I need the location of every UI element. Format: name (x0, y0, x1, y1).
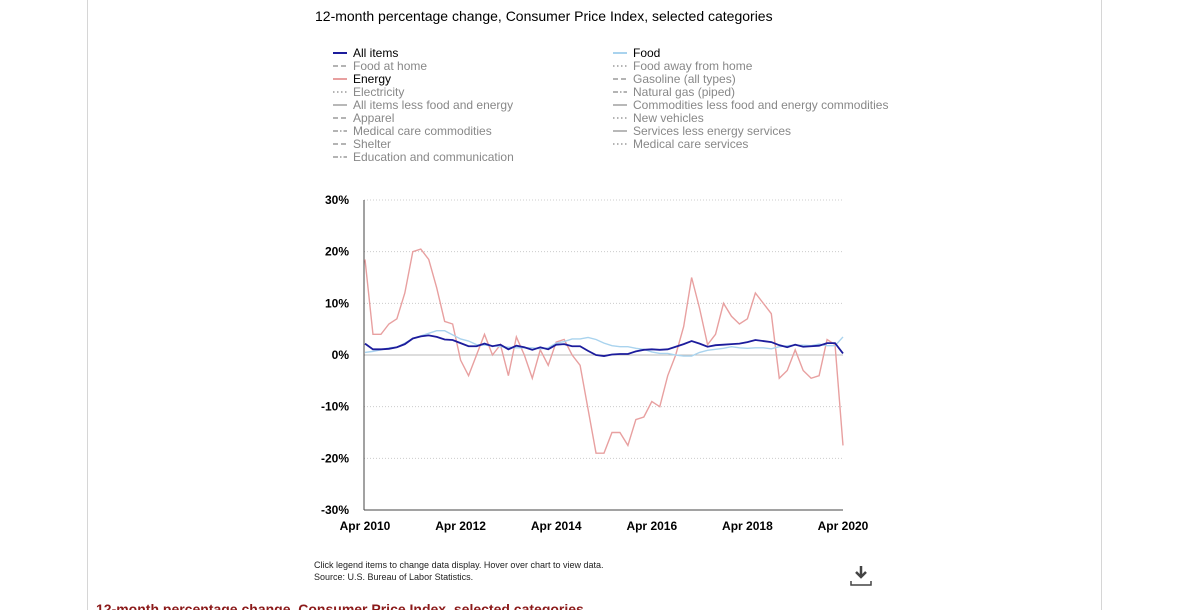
download-button[interactable] (848, 562, 874, 588)
next-section-title: 12-month percentage change, Consumer Pri… (96, 601, 584, 610)
legend-label[interactable]: Apparel (353, 111, 394, 125)
download-tray[interactable] (850, 581, 872, 586)
legend-label[interactable]: Electricity (353, 85, 404, 99)
legend-item[interactable]: Energy (333, 72, 391, 86)
legend-label[interactable]: Medical care commodities (353, 124, 492, 138)
legend-item[interactable]: Gasoline (all types) (613, 72, 736, 86)
legend-item[interactable]: Food (613, 46, 660, 60)
legend-label[interactable]: Food away from home (633, 59, 753, 73)
legend-item[interactable]: Shelter (333, 137, 391, 151)
legend-item[interactable]: Natural gas (piped) (613, 85, 735, 99)
series-line (364, 330, 844, 357)
legend-label[interactable]: Shelter (353, 137, 391, 151)
footer-source: Source: U.S. Bureau of Labor Statistics. (314, 572, 473, 582)
legend-item[interactable]: Medical care commodities (333, 124, 492, 138)
y-tick-label: 0% (332, 348, 350, 362)
x-tick-label: Apr 2016 (626, 519, 677, 533)
series-line (364, 248, 844, 454)
legend-label[interactable]: All items less food and energy (353, 98, 513, 112)
legend-label[interactable]: Food at home (353, 59, 427, 73)
legend-label[interactable]: Services less energy services (633, 124, 791, 138)
x-tick-label: Apr 2018 (722, 519, 773, 533)
legend-label[interactable]: Energy (353, 72, 391, 86)
legend-item[interactable]: Medical care services (613, 137, 748, 151)
y-tick-label: -30% (321, 503, 349, 517)
legend-label[interactable]: Natural gas (piped) (633, 85, 735, 99)
legend-label[interactable]: New vehicles (633, 111, 704, 125)
legend-label[interactable]: Gasoline (all types) (633, 72, 736, 86)
y-tick-label: 30% (325, 193, 349, 207)
legend-label[interactable]: All items (353, 46, 398, 60)
legend-item[interactable]: All items (333, 46, 398, 60)
x-tick-label: Apr 2010 (340, 519, 391, 533)
download-arrow[interactable] (855, 566, 867, 579)
legend-label[interactable]: Food (633, 46, 660, 60)
legend-item[interactable]: Food at home (333, 59, 427, 73)
x-tick-label: Apr 2012 (435, 519, 486, 533)
y-tick-label: -20% (321, 451, 349, 465)
legend-item[interactable]: Food away from home (613, 59, 753, 73)
legend-item[interactable]: Education and communication (333, 150, 514, 164)
legend-label[interactable]: Education and communication (353, 150, 514, 164)
legend-item[interactable]: Services less energy services (613, 124, 791, 138)
y-tick-label: 20% (325, 245, 349, 259)
legend-item[interactable]: New vehicles (613, 111, 704, 125)
x-tick-label: Apr 2020 (818, 519, 869, 533)
legend-label[interactable]: Medical care services (633, 137, 748, 151)
x-tick-label: Apr 2014 (531, 519, 582, 533)
legend-item[interactable]: Commodities less food and energy commodi… (613, 98, 888, 112)
y-tick-label: 10% (325, 296, 349, 310)
legend-item[interactable]: All items less food and energy (333, 98, 513, 112)
chart-title: 12-month percentage change, Consumer Pri… (315, 8, 773, 24)
y-tick-label: -10% (321, 400, 349, 414)
footer-note: Click legend items to change data displa… (314, 560, 603, 570)
legend-item[interactable]: Apparel (333, 111, 394, 125)
series-line (364, 334, 844, 357)
legend-item[interactable]: Electricity (333, 85, 404, 99)
legend-label[interactable]: Commodities less food and energy commodi… (633, 98, 888, 112)
